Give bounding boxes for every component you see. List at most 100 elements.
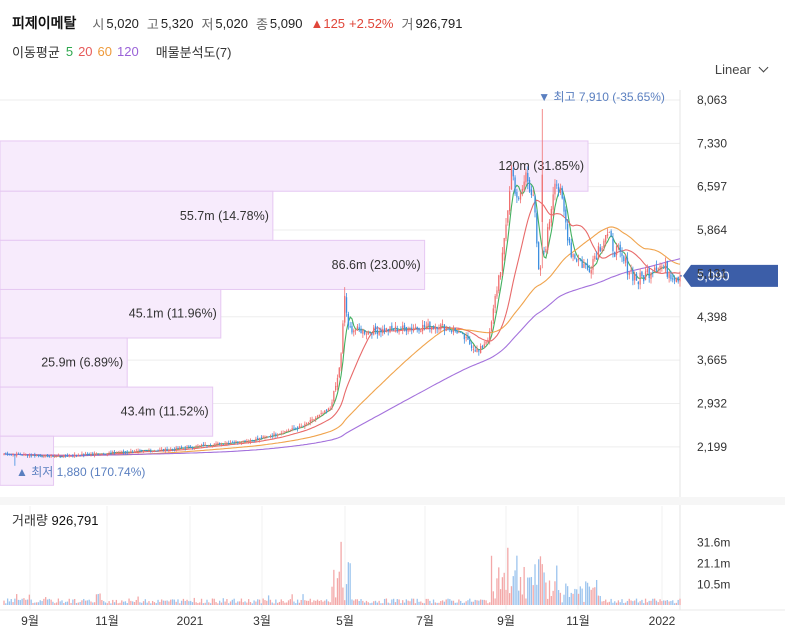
volume-bar bbox=[559, 592, 562, 605]
volume-bar bbox=[452, 600, 455, 605]
candle-body bbox=[260, 437, 263, 439]
volume-bar bbox=[217, 603, 219, 605]
volume-bar bbox=[97, 593, 99, 605]
volume-bar bbox=[619, 602, 621, 605]
candle-body bbox=[238, 442, 241, 443]
volume-bar bbox=[302, 594, 304, 605]
ma-20-label[interactable]: 20 bbox=[78, 44, 93, 59]
volume-bar bbox=[184, 600, 186, 605]
candle-body bbox=[568, 238, 571, 243]
volume-bar bbox=[403, 602, 406, 605]
candle-body bbox=[170, 449, 172, 451]
volume-bar bbox=[190, 600, 192, 605]
candle-body bbox=[414, 327, 417, 329]
volume-bar bbox=[313, 600, 315, 605]
volume-bar bbox=[66, 601, 69, 605]
volume-bar bbox=[557, 590, 560, 605]
candle-body bbox=[628, 272, 630, 275]
volume-bar bbox=[331, 586, 333, 605]
volume-bar bbox=[385, 598, 388, 605]
scale-selector[interactable]: Linear bbox=[715, 62, 769, 77]
candle-body bbox=[565, 209, 567, 223]
candle-body bbox=[432, 325, 435, 329]
candle-body bbox=[576, 259, 578, 262]
candle-body bbox=[425, 326, 427, 327]
candle-body bbox=[296, 427, 299, 429]
volume-bar bbox=[354, 599, 357, 605]
volume-bar bbox=[516, 555, 518, 605]
candle-body bbox=[222, 444, 224, 445]
ma-120-label[interactable]: 120 bbox=[117, 44, 139, 59]
candle-body bbox=[10, 454, 12, 456]
candle-body bbox=[25, 454, 27, 456]
volume-bar bbox=[572, 593, 574, 605]
volume-bar bbox=[356, 599, 359, 605]
volume-bar bbox=[550, 596, 552, 605]
volume-bar bbox=[139, 602, 141, 605]
candle-body bbox=[267, 436, 270, 438]
candle-body bbox=[244, 440, 246, 442]
volume-bar bbox=[224, 601, 226, 605]
volume-bar bbox=[93, 602, 96, 605]
volume-bar bbox=[211, 598, 214, 605]
candle-body bbox=[179, 447, 181, 449]
volume-bar bbox=[481, 599, 484, 605]
candle-body bbox=[594, 255, 596, 260]
volume-bar bbox=[43, 598, 45, 605]
volume-bar bbox=[12, 602, 14, 605]
candle-body bbox=[581, 259, 583, 268]
ma-title[interactable]: 이동평균 bbox=[12, 45, 60, 60]
volume-bar bbox=[371, 602, 373, 605]
candle-body bbox=[315, 417, 317, 420]
candle-body bbox=[162, 449, 165, 451]
volume-bar bbox=[523, 566, 525, 605]
candle-body bbox=[115, 452, 118, 454]
candle-body bbox=[536, 213, 538, 244]
volume-bar bbox=[219, 600, 221, 605]
candle-body bbox=[171, 448, 174, 450]
candle-body bbox=[445, 327, 447, 332]
candle-body bbox=[159, 449, 161, 451]
volume-bar bbox=[293, 601, 295, 605]
candle-body bbox=[34, 455, 36, 457]
candle-body bbox=[643, 275, 645, 282]
volume-bar bbox=[132, 601, 134, 605]
volume-bar bbox=[547, 598, 549, 605]
volume-bar bbox=[383, 598, 386, 605]
volume-bar bbox=[467, 600, 469, 605]
candle-body bbox=[411, 327, 413, 330]
candle-body bbox=[182, 447, 185, 449]
candle-body bbox=[470, 345, 473, 349]
candle-body bbox=[88, 454, 90, 455]
candle-body bbox=[316, 416, 319, 418]
candle-body bbox=[552, 194, 554, 210]
candle-body bbox=[465, 336, 467, 338]
candle-body bbox=[208, 446, 210, 447]
ma-60-label[interactable]: 60 bbox=[97, 44, 113, 59]
volume-bar bbox=[287, 600, 290, 605]
candle-body bbox=[84, 453, 87, 455]
candle-body bbox=[21, 455, 23, 456]
candle-body bbox=[518, 197, 520, 199]
candle-body bbox=[333, 391, 335, 402]
volume-bar bbox=[318, 600, 320, 605]
ma-5-label[interactable]: 5 bbox=[65, 44, 74, 59]
candle-body bbox=[507, 210, 509, 223]
candle-body bbox=[527, 172, 529, 182]
candle-body bbox=[512, 169, 514, 177]
candle-body bbox=[95, 453, 98, 455]
volume-bar bbox=[168, 601, 170, 605]
volume-bar bbox=[238, 601, 241, 605]
volume-profile-toggle[interactable]: 매물분석도(7) bbox=[155, 45, 232, 60]
volume-bar bbox=[391, 599, 393, 605]
volume-bar bbox=[528, 577, 531, 605]
candle-body bbox=[675, 278, 678, 283]
volume-bar bbox=[436, 602, 438, 605]
volume-bar bbox=[345, 584, 348, 605]
volume-bar bbox=[135, 599, 137, 605]
volume-bar bbox=[95, 594, 98, 605]
volume-bar bbox=[574, 588, 576, 605]
volume-bar bbox=[306, 600, 308, 605]
volume-bar bbox=[655, 600, 658, 605]
